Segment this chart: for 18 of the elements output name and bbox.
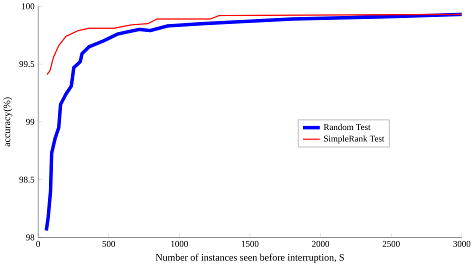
y-tick-label: 99 — [26, 118, 34, 125]
x-tick-label: 1500 — [242, 240, 259, 247]
x-tick-label: 2500 — [382, 240, 400, 247]
x-tick-label: 500 — [102, 240, 116, 247]
y-tick-label: 98 — [26, 234, 34, 240]
y-tick-label: 100 — [22, 3, 34, 10]
y-tick-label: 99.5 — [19, 61, 34, 68]
x-tick-label: 3000 — [453, 240, 470, 247]
x-tick-label: 2000 — [312, 240, 330, 247]
line-series — [44, 12, 462, 232]
x-axis-title: Number of instances seen before interruption, S — [156, 254, 344, 263]
legend-label: SimpleRank Test — [324, 135, 384, 144]
x-tick-label: 1000 — [171, 240, 188, 247]
legend-label: Random Test — [324, 124, 370, 130]
x-tick-label: 0 — [36, 240, 40, 247]
y-tick-label: 98.5 — [19, 176, 34, 183]
line-series — [46, 14, 462, 76]
y-axis-title: accuracy(%) — [3, 97, 12, 146]
